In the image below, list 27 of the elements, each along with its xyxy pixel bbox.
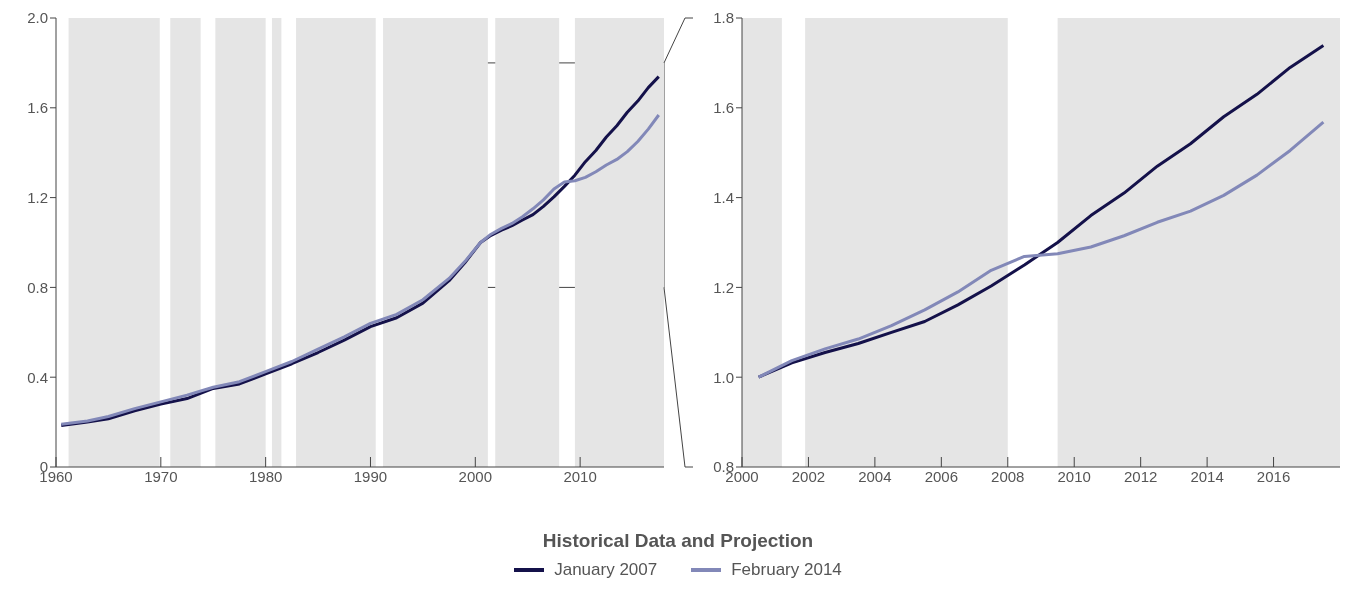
legend-label: February 2014: [731, 560, 842, 580]
y-tick-label: 0.8: [27, 278, 48, 296]
x-tick-label: 2012: [1123, 467, 1158, 485]
x-tick-label: 1990: [353, 467, 388, 485]
x-tick-label: 2006: [924, 467, 959, 485]
y-tick-label: 1.2: [713, 278, 734, 296]
x-tick-label: 1970: [144, 467, 178, 485]
legend-label: January 2007: [554, 560, 658, 580]
x-tick-label: 2016: [1256, 467, 1291, 485]
y-tick-label: 2.0: [27, 9, 48, 27]
y-tick-label: 1.2: [27, 188, 48, 206]
x-tick-label: 1980: [248, 467, 283, 485]
y-tick-label: 1.8: [713, 9, 734, 27]
y-tick-label: 1.6: [713, 99, 734, 117]
x-tick-label: 2010: [563, 467, 597, 485]
y-tick-label: 1.4: [713, 188, 734, 206]
x-tick-label: 2004: [858, 467, 892, 485]
legend-title: Historical Data and Projection: [542, 530, 814, 552]
x-tick-label: 2010: [1057, 467, 1091, 485]
x-tick-label: 2014: [1190, 467, 1224, 485]
x-tick-label: 2002: [791, 467, 826, 485]
x-tick-label: 2000: [458, 467, 492, 485]
y-tick-label: 0.4: [27, 368, 48, 386]
y-tick-label: 1.0: [713, 368, 734, 386]
line-series: [757, 120, 1325, 379]
x-tick-label: 2008: [991, 467, 1025, 485]
y-tick-label: 1.6: [27, 99, 48, 117]
